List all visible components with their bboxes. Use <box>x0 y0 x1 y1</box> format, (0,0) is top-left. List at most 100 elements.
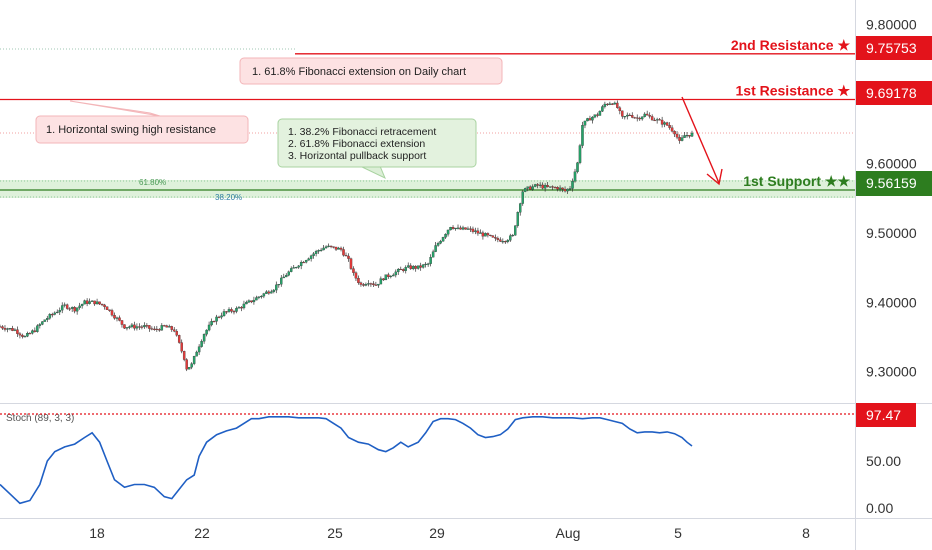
arrow-head-icon <box>706 168 723 186</box>
candle-body <box>690 132 694 137</box>
candle-body <box>640 116 644 120</box>
candle-body <box>192 356 196 364</box>
first-support-value: 9.56159 <box>866 175 917 191</box>
candle-body <box>474 230 477 232</box>
candle-body <box>372 283 375 285</box>
candle-body <box>441 237 445 242</box>
candle-body <box>454 227 457 230</box>
candle-body <box>272 289 276 292</box>
candle-body <box>416 265 420 269</box>
candle-body <box>506 239 510 242</box>
daily-fib-callout-text: 1. 61.8% Fibonacci extension on Daily ch… <box>252 66 466 78</box>
candle-body <box>424 263 427 266</box>
candle-body <box>252 299 256 303</box>
candle-body <box>312 253 315 256</box>
candle-body <box>556 187 559 190</box>
candle-body <box>623 116 627 118</box>
candle-body <box>21 334 24 337</box>
price-tick-5: 9.30000 <box>866 364 917 380</box>
candle-body <box>299 262 303 267</box>
candle-body <box>436 243 440 246</box>
candle-body <box>516 212 520 226</box>
time-tick-3: 29 <box>429 525 445 541</box>
candle-body <box>611 103 614 105</box>
candle-body <box>235 308 238 312</box>
candle-body <box>352 268 355 273</box>
candle-body <box>282 276 286 279</box>
time-tick-6: 8 <box>802 525 810 541</box>
candle-body <box>414 266 417 269</box>
candle-body <box>100 303 104 306</box>
price-axis: 9.800009.700009.600009.500009.400009.300… <box>866 16 917 379</box>
candle-body <box>51 314 54 316</box>
candle-body <box>511 234 515 237</box>
candle-body <box>541 184 544 189</box>
candle-body <box>170 326 174 330</box>
candle-body <box>163 325 166 327</box>
candle-body <box>265 291 268 294</box>
candle-body <box>33 330 37 332</box>
candle-body <box>247 300 251 303</box>
candle-body <box>655 119 659 121</box>
candle-body <box>688 135 691 137</box>
candle-body <box>222 311 226 316</box>
candle-body <box>105 306 109 310</box>
candle-body <box>650 116 654 121</box>
price-tick-4: 9.40000 <box>866 294 917 310</box>
candle-body <box>566 188 569 192</box>
candle-body <box>309 255 313 259</box>
candle-body <box>327 245 330 247</box>
candle-body <box>394 271 398 276</box>
candle-body <box>548 186 552 188</box>
candle-body <box>486 233 490 236</box>
candle-body <box>148 325 151 329</box>
candle-body <box>16 329 19 334</box>
candle-body <box>70 307 74 309</box>
candle-body <box>399 268 403 271</box>
candle-body <box>583 120 587 126</box>
candle-body <box>429 257 432 264</box>
candle-body <box>658 119 661 121</box>
candle-body <box>362 284 365 286</box>
candle-body <box>155 328 159 330</box>
candle-body <box>98 301 101 305</box>
candle-body <box>354 272 358 279</box>
candle-body <box>484 233 487 237</box>
candle-body <box>526 186 529 189</box>
candle-body <box>93 300 96 305</box>
candle-body <box>660 119 664 125</box>
support-callout-line-1: 1. 38.2% Fibonacci retracement <box>288 126 436 138</box>
candle-body <box>479 232 482 234</box>
candle-body <box>571 181 574 189</box>
candle-body <box>165 325 169 328</box>
candle-body <box>628 114 632 117</box>
candle-body <box>307 258 310 261</box>
candle-body <box>85 300 89 304</box>
candle-body <box>645 113 649 116</box>
candle-body <box>446 229 450 235</box>
candle-body <box>481 232 485 237</box>
candle-body <box>11 328 14 331</box>
candle-body <box>501 241 505 243</box>
candle-body <box>242 303 246 309</box>
candle-body <box>43 319 47 322</box>
candle-body <box>280 277 283 285</box>
stochastic-value-tag: 97.47 <box>856 403 916 427</box>
candle-body <box>158 329 161 331</box>
candle-body <box>643 113 646 117</box>
candle-body <box>334 246 338 250</box>
candle-body <box>616 102 619 108</box>
candle-body <box>421 264 425 268</box>
candle-body <box>648 115 651 117</box>
candle-body <box>568 188 572 190</box>
candle-body <box>225 311 228 313</box>
candle-body <box>337 247 340 250</box>
candle-body <box>678 137 681 141</box>
candle-body <box>41 321 44 325</box>
candle-body <box>349 258 353 269</box>
candle-body <box>13 329 17 331</box>
candle-body <box>88 301 91 304</box>
candle-body <box>596 114 599 116</box>
candle-body <box>411 266 415 270</box>
